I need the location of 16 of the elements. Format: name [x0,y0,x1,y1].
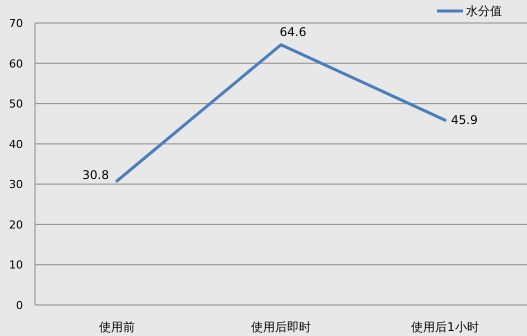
y-tick-label: 0 [16,299,23,312]
y-tick-label: 30 [9,178,23,192]
y-tick-label: 10 [9,258,23,272]
y-tick-label: 50 [9,98,23,111]
y-tick-label: 70 [9,17,23,30]
data-label: 45.9 [451,113,478,128]
x-tick-label: 使用前 [99,320,135,334]
data-label: 30.8 [82,168,109,182]
y-tick-label: 20 [9,218,23,232]
y-tick-label: 40 [9,138,23,151]
x-tick-label: 使用后即时 [251,320,311,334]
x-tick-label: 使用后1小时 [411,320,479,334]
data-label: 64.6 [280,24,306,39]
legend: 水分值 [437,4,502,18]
y-tick-label: 60 [9,57,23,70]
legend-label: 水分值 [466,4,502,18]
